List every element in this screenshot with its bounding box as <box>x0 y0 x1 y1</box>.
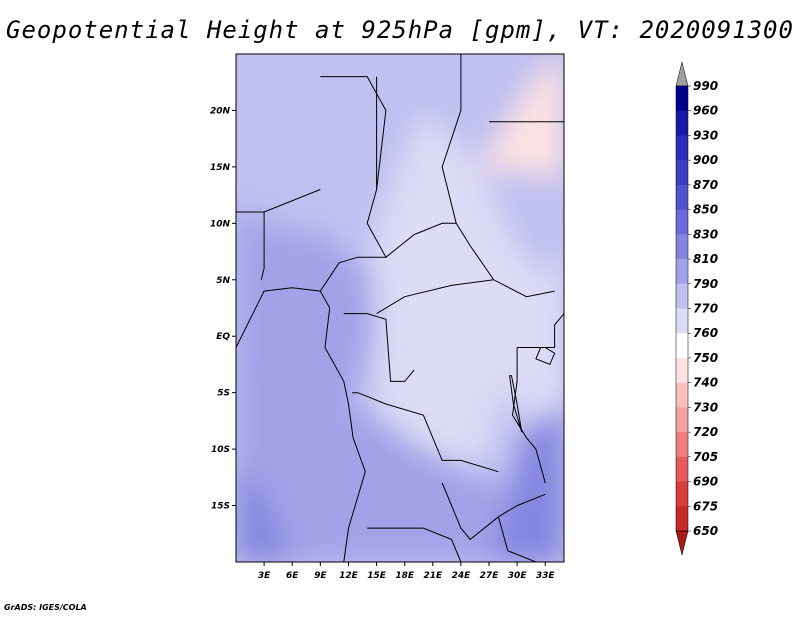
colorbar-label: 730 <box>693 400 718 414</box>
colorbar-label: 705 <box>693 450 718 464</box>
colorbar: 990 960 930 900 870 850 830 810 790 770 760 750 740 7… <box>675 61 718 556</box>
field-region-sahara-north <box>236 54 564 179</box>
field-region-mozambique-channel <box>489 404 564 562</box>
colorbar-segment <box>676 357 688 384</box>
border-line <box>497 516 537 562</box>
colorbar-segment <box>676 456 688 483</box>
x-tick-label: 30E <box>508 571 528 581</box>
x-tick-label: 9E <box>314 571 327 581</box>
border-line <box>441 54 555 298</box>
field-region-gulf-of-guinea <box>236 200 377 404</box>
colorbar-segment <box>676 259 688 285</box>
y-tick-label: 15S <box>211 502 230 512</box>
field-region-central-africa <box>367 110 546 314</box>
colorbar-label: 760 <box>693 326 718 340</box>
lake-outline <box>509 375 523 433</box>
colorbar-bottom-arrow <box>675 530 689 556</box>
axes: 3E 6E 9E 12E 15E 18E 21E 24E 27E 30E 33E 20N 15N 10N 5… <box>210 106 556 581</box>
y-tick-label: 20N <box>210 106 231 116</box>
border-line <box>441 482 546 541</box>
grads-footer: GrADS: IGES/COLA <box>4 603 87 612</box>
colorbar-label: 770 <box>693 302 718 316</box>
y-tick-label: 5N <box>216 276 230 286</box>
colorbar-label: 790 <box>693 277 718 291</box>
y-tick-label: 5S <box>217 389 230 399</box>
plot-frame <box>235 53 565 563</box>
colorbar-label: 900 <box>693 153 718 167</box>
colorbar-label: 740 <box>693 376 718 390</box>
colorbar-segment <box>676 407 688 433</box>
colorbar-segment <box>676 481 688 507</box>
colorbar-segment <box>676 308 688 334</box>
y-tick-label: 15N <box>210 163 231 173</box>
colorbar-top-arrow <box>675 61 689 87</box>
x-tick-label: 6E <box>286 571 299 581</box>
colorbar-label: 810 <box>693 252 718 266</box>
colorbar-label: 960 <box>693 104 718 118</box>
colorbar-segment <box>676 333 688 359</box>
chart-title: Geopotential Height at 925hPa [gpm], VT:… <box>6 16 794 44</box>
border-line <box>511 347 546 484</box>
field-region-sudan-low <box>479 54 564 179</box>
colorbar-label: 720 <box>693 425 718 439</box>
x-tick-label: 33E <box>536 571 556 581</box>
colorbar-segment <box>676 209 688 235</box>
colorbar-label: 830 <box>693 227 718 241</box>
colorbar-segment <box>676 160 688 186</box>
colorbar-segment <box>676 135 688 161</box>
field-region-congo-basin <box>376 268 508 472</box>
colorbar-label: 750 <box>693 351 718 365</box>
border-line <box>517 313 564 348</box>
colorbar-segment <box>676 234 688 260</box>
x-tick-label: 27E <box>480 571 500 581</box>
x-tick-label: 18E <box>395 571 415 581</box>
colorbar-segment <box>676 382 688 408</box>
y-tick-label: 10N <box>210 219 231 229</box>
x-tick-label: 3E <box>258 571 271 581</box>
field-region-southern-africa <box>320 404 508 562</box>
colorbar-segment <box>676 184 688 211</box>
border-line <box>376 279 494 315</box>
x-tick-label: 12E <box>339 571 359 581</box>
x-tick-label: 24E <box>452 571 472 581</box>
y-tick-label: 10S <box>211 445 230 455</box>
colorbar-segment <box>676 432 688 458</box>
colorbar-label: 870 <box>693 178 718 192</box>
field-layer <box>236 54 564 562</box>
border-line <box>352 392 499 473</box>
border-line <box>236 287 366 562</box>
field-region-atlantic-southwest <box>236 460 293 562</box>
colorbar-label: 930 <box>693 128 718 142</box>
border-line <box>367 527 462 562</box>
colorbar-segment <box>676 506 688 532</box>
colorbar-segment <box>676 86 688 112</box>
colorbar-label: 675 <box>693 499 718 513</box>
field-region-east-africa <box>498 245 564 427</box>
colorbar-label: 690 <box>693 475 718 489</box>
border-line <box>343 313 415 382</box>
border-line <box>260 212 265 280</box>
lake-outline <box>535 347 556 366</box>
x-tick-label: 15E <box>367 571 387 581</box>
colorbar-segment <box>676 283 688 309</box>
colorbar-label: 650 <box>693 524 718 538</box>
border-line <box>319 76 387 292</box>
y-tick-label: EQ <box>216 332 230 342</box>
country-borders <box>236 54 564 562</box>
colorbar-segment <box>676 110 688 136</box>
x-tick-label: 21E <box>423 571 443 581</box>
border-line <box>385 222 457 258</box>
colorbar-label: 850 <box>693 203 718 217</box>
colorbar-label: 990 <box>693 79 718 93</box>
